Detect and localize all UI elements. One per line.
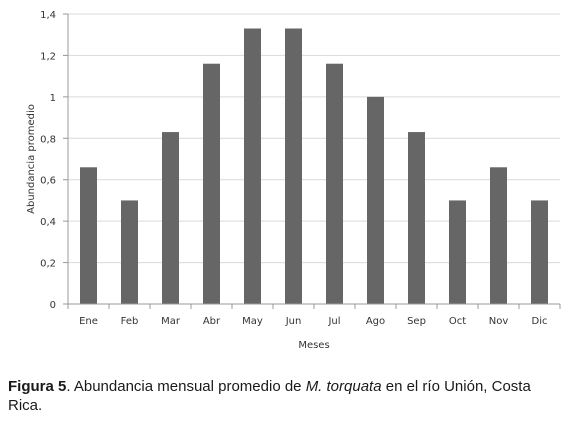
- chart-svg: 0 0,2 0,4 0,6 0,8 1 1,2 1,4 Ene Feb Mar Abr May Jun J…: [26, 10, 561, 351]
- bar-ene: [80, 167, 97, 304]
- bar-chart: 0 0,2 0,4 0,6 0,8 1 1,2 1,4 Ene Feb Mar Abr May Jun J…: [26, 10, 561, 351]
- bar-nov: [490, 167, 507, 304]
- x-tick-label: Mar: [161, 316, 181, 327]
- figure-caption: Figura 5. Abundancia mensual promedio de…: [8, 377, 564, 415]
- y-tick-label: 0: [50, 300, 56, 311]
- bar-dic: [531, 200, 548, 304]
- caption-text-before: . Abundancia mensual promedio de: [66, 378, 306, 395]
- x-tick-label: Jun: [285, 316, 302, 327]
- caption-text-after: en el río Unión, Costa Rica.: [8, 378, 531, 414]
- bar-mar: [162, 132, 179, 304]
- bar-jul: [326, 63, 343, 304]
- y-tick-label: 1: [50, 93, 56, 104]
- y-tick-label: 0,6: [40, 176, 56, 187]
- y-tick-labels: 0 0,2 0,4 0,6 0,8 1 1,2 1,4: [40, 10, 68, 311]
- x-tick-label: Feb: [121, 316, 139, 327]
- bar-oct: [449, 200, 466, 304]
- gridlines: [68, 13, 560, 264]
- x-tick-label: Nov: [489, 316, 509, 327]
- x-tick-label: May: [242, 316, 263, 327]
- x-axis-title: Meses: [298, 340, 329, 351]
- x-tick-label: Oct: [449, 316, 466, 327]
- x-tick-label: Ago: [366, 316, 385, 327]
- x-tick-label: Sep: [407, 316, 426, 327]
- bars: [80, 28, 548, 304]
- x-tick-label: Ene: [79, 316, 98, 327]
- x-tick-label: Abr: [203, 316, 221, 327]
- figure-label: Figura 5: [8, 378, 67, 395]
- y-tick-label: 1,4: [40, 10, 56, 21]
- x-tick-labels: Ene Feb Mar Abr May Jun Jul Ago Sep Oct Nov Dic: [67, 304, 561, 327]
- bar-ago: [367, 96, 384, 304]
- bar-may: [244, 28, 261, 304]
- y-tick-label: 0,2: [40, 259, 56, 270]
- y-axis-title: Abundancia promedio: [26, 104, 37, 214]
- bar-feb: [121, 200, 138, 304]
- x-tick-label: Jul: [327, 316, 340, 327]
- bar-jun: [285, 28, 302, 304]
- x-tick-label: Dic: [532, 316, 548, 327]
- y-tick-label: 0,4: [40, 217, 56, 228]
- bar-sep: [408, 132, 425, 304]
- species-name: M. torquata: [305, 378, 382, 395]
- y-tick-label: 1,2: [40, 51, 56, 62]
- y-tick-label: 0,8: [40, 134, 56, 145]
- bar-abr: [203, 63, 220, 304]
